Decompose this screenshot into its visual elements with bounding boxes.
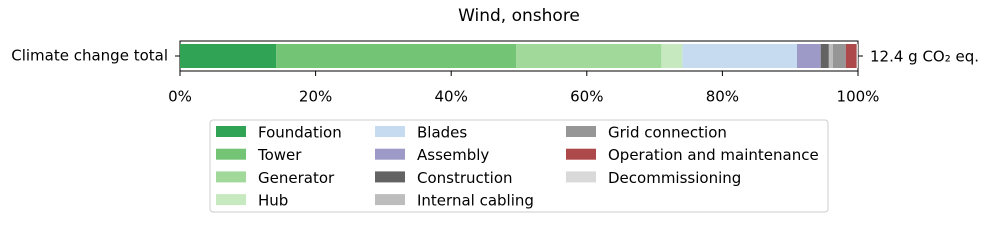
x-tick-label: 20% [299,88,332,106]
legend-label: Grid connection [608,124,727,142]
legend-swatch [566,171,596,183]
legend-label: Tower [257,146,302,164]
legend-label: Assembly [417,146,489,164]
legend-swatch [216,126,246,137]
x-tick-label: 60% [570,88,603,106]
bar-segment [832,44,846,68]
bar-segment [516,44,662,68]
legend-swatch [216,194,246,206]
x-tick-label: 0% [168,88,192,106]
legend-swatch [375,194,405,206]
chart-title: Wind, onshore [458,6,580,26]
bar-segment [856,44,858,68]
legend-label: Decommissioning [608,169,741,187]
legend-swatch [566,148,596,160]
legend-label: Generator [258,169,335,187]
x-tick-label: 80% [706,88,739,106]
bar-segment [180,44,277,68]
legend-label: Foundation [258,124,342,142]
legend-label: Hub [258,192,288,210]
bar-segment [661,44,683,68]
bar-segment [682,44,797,68]
bar-segment [276,44,517,68]
legend-label: Blades [417,124,467,142]
legend-swatch [375,171,405,183]
chart: Wind, onshore Climate change total 12.4 … [11,6,979,213]
bar-segment [828,44,833,68]
legend-label: Construction [417,169,513,187]
bar-segment [820,44,829,68]
legend-swatch [375,148,405,160]
annotation: 12.4 g CO₂ eq. [870,48,979,66]
legend-label: Internal cabling [417,192,534,210]
legend-label: Operation and maintenance [608,146,819,164]
legend-swatch [566,126,596,137]
x-tick-label: 100% [837,88,880,106]
legend-swatch [375,126,405,137]
y-tick-label: Climate change total [11,47,168,65]
legend [209,119,829,213]
bar-segment [796,44,821,68]
legend-swatch [216,171,246,183]
legend-swatch [216,148,246,160]
bar-segment [845,44,857,68]
x-tick-label: 40% [435,88,468,106]
